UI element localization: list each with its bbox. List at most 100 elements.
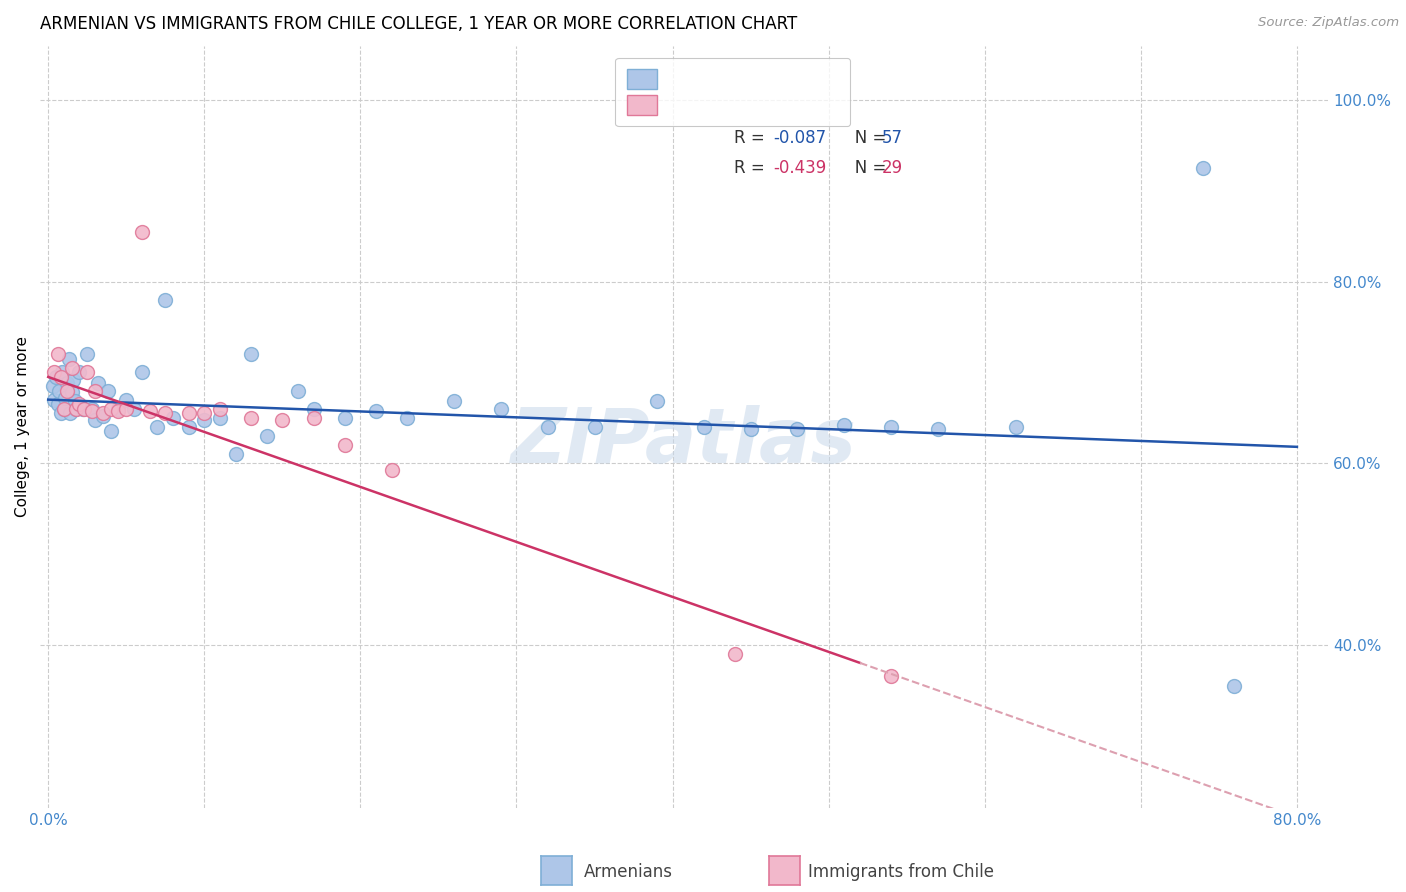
Text: Immigrants from Chile: Immigrants from Chile <box>808 863 994 881</box>
Point <box>84 384 107 398</box>
Point <box>271 412 294 426</box>
Point <box>333 438 356 452</box>
Point <box>256 429 278 443</box>
Point <box>107 401 129 416</box>
Point <box>65 401 87 416</box>
Point <box>240 410 263 425</box>
Point <box>193 406 215 420</box>
Point <box>208 401 231 416</box>
Point <box>832 418 855 433</box>
Point <box>76 347 98 361</box>
Point <box>76 366 98 380</box>
Point <box>72 401 94 416</box>
Point <box>100 425 122 439</box>
Point <box>155 293 177 307</box>
Point <box>302 410 325 425</box>
Point <box>645 394 668 409</box>
Point <box>880 669 903 683</box>
Point <box>302 401 325 416</box>
Point <box>55 391 77 405</box>
Point <box>62 373 84 387</box>
Point <box>56 384 79 398</box>
Point <box>115 401 138 416</box>
Point <box>155 406 177 420</box>
Point <box>65 401 87 416</box>
Point <box>693 420 716 434</box>
Point <box>927 422 949 436</box>
Text: -0.087: -0.087 <box>773 129 827 147</box>
Point <box>193 412 215 426</box>
Point <box>138 403 160 417</box>
Point <box>208 410 231 425</box>
Text: Source: ZipAtlas.com: Source: ZipAtlas.com <box>1258 16 1399 29</box>
Point <box>880 420 903 434</box>
Text: Armenians: Armenians <box>583 863 672 881</box>
Point <box>162 410 184 425</box>
Point <box>131 225 153 239</box>
Point <box>67 366 90 380</box>
Point <box>381 463 404 477</box>
Point <box>1223 679 1246 693</box>
Point <box>107 403 129 417</box>
Point <box>51 366 73 380</box>
Text: 57: 57 <box>882 129 903 147</box>
Point <box>80 401 103 416</box>
Point <box>46 347 69 361</box>
Point <box>52 401 75 416</box>
Point <box>52 401 75 416</box>
Point <box>287 384 309 398</box>
Point <box>240 347 263 361</box>
Point <box>100 401 122 416</box>
Point <box>44 392 66 407</box>
Point <box>67 397 90 411</box>
Point <box>177 420 200 434</box>
Point <box>131 366 153 380</box>
Text: N =: N = <box>839 159 891 178</box>
Point <box>583 420 606 434</box>
Point <box>91 406 114 420</box>
Point <box>1192 161 1215 176</box>
Point <box>45 370 67 384</box>
Point <box>60 385 83 400</box>
Point <box>59 406 82 420</box>
Point <box>91 409 114 423</box>
Y-axis label: College, 1 year or more: College, 1 year or more <box>15 336 30 517</box>
Text: ZIPatlas: ZIPatlas <box>512 405 858 479</box>
Point <box>48 384 70 398</box>
Text: R =: R = <box>734 129 770 147</box>
Point <box>46 397 69 411</box>
Point <box>489 401 512 416</box>
Point <box>724 647 747 661</box>
Point <box>786 422 808 436</box>
Point <box>60 360 83 375</box>
Point <box>49 370 72 384</box>
Text: R =: R = <box>734 159 770 178</box>
Text: 29: 29 <box>882 159 903 178</box>
Point <box>63 394 86 409</box>
Point <box>58 351 80 366</box>
Point <box>42 379 65 393</box>
Point <box>49 406 72 420</box>
Point <box>225 447 247 461</box>
Point <box>740 422 762 436</box>
Text: N =: N = <box>839 129 891 147</box>
Point <box>73 401 96 416</box>
Point <box>146 420 169 434</box>
Point <box>122 401 145 416</box>
Point <box>96 384 118 398</box>
Text: -0.439: -0.439 <box>773 159 827 178</box>
Point <box>115 392 138 407</box>
Point <box>364 403 387 417</box>
Text: ARMENIAN VS IMMIGRANTS FROM CHILE COLLEGE, 1 YEAR OR MORE CORRELATION CHART: ARMENIAN VS IMMIGRANTS FROM CHILE COLLEG… <box>41 15 797 33</box>
Point <box>537 420 560 434</box>
Point <box>87 376 110 391</box>
Point <box>56 376 79 391</box>
Legend: R = -0.087    N = 57, R = -0.439    N = 29: R = -0.087 N = 57, R = -0.439 N = 29 <box>616 58 851 127</box>
Point <box>443 394 465 409</box>
Point <box>333 410 356 425</box>
Point <box>80 403 103 417</box>
Point <box>1005 420 1028 434</box>
Point <box>84 412 107 426</box>
Point <box>396 410 419 425</box>
Point <box>177 406 200 420</box>
